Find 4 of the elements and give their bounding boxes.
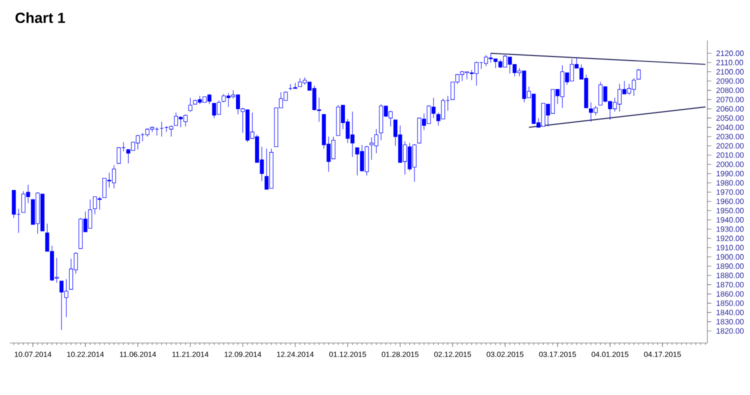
candlestick (116, 147, 121, 164)
candlestick (188, 97, 192, 112)
chart-title: Chart 1 (16, 12, 66, 24)
candlestick (636, 68, 641, 80)
